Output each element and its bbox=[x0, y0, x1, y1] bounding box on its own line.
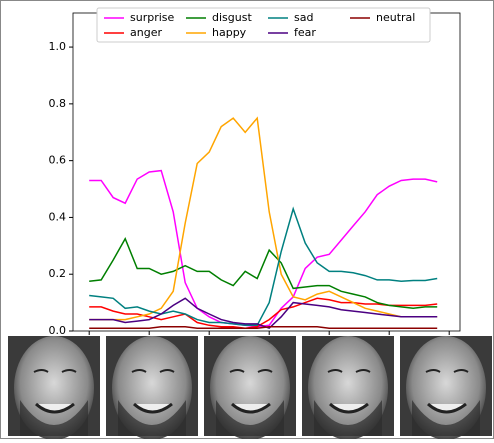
y-tick-label: 0.4 bbox=[49, 210, 67, 223]
legend: surprise anger disgust happy sad fear neutral bbox=[97, 8, 430, 42]
legend-label: disgust bbox=[212, 11, 252, 24]
y-tick-label: 0.2 bbox=[49, 267, 67, 280]
face-image bbox=[400, 336, 492, 439]
legend-label: surprise bbox=[130, 11, 175, 24]
y-tick-label: 0.6 bbox=[49, 154, 67, 167]
face-image bbox=[106, 336, 198, 439]
face-strip bbox=[8, 336, 492, 439]
y-tick-label: 0.0 bbox=[49, 324, 67, 337]
legend-label: neutral bbox=[376, 11, 415, 24]
y-tick-label: 1.0 bbox=[49, 40, 67, 53]
page: 0.0 0.2 0.4 0.6 0.8 1.0 surprise anger disgust ha… bbox=[0, 0, 494, 443]
face-image bbox=[8, 336, 100, 439]
face-image bbox=[302, 336, 394, 439]
legend-label: happy bbox=[212, 26, 247, 39]
legend-label: anger bbox=[130, 26, 162, 39]
y-tick-label: 0.8 bbox=[49, 97, 67, 110]
legend-label: fear bbox=[294, 26, 316, 39]
legend-label: sad bbox=[294, 11, 313, 24]
face-image bbox=[204, 336, 296, 439]
chart: 0.0 0.2 0.4 0.6 0.8 1.0 surprise anger disgust ha… bbox=[0, 0, 494, 439]
